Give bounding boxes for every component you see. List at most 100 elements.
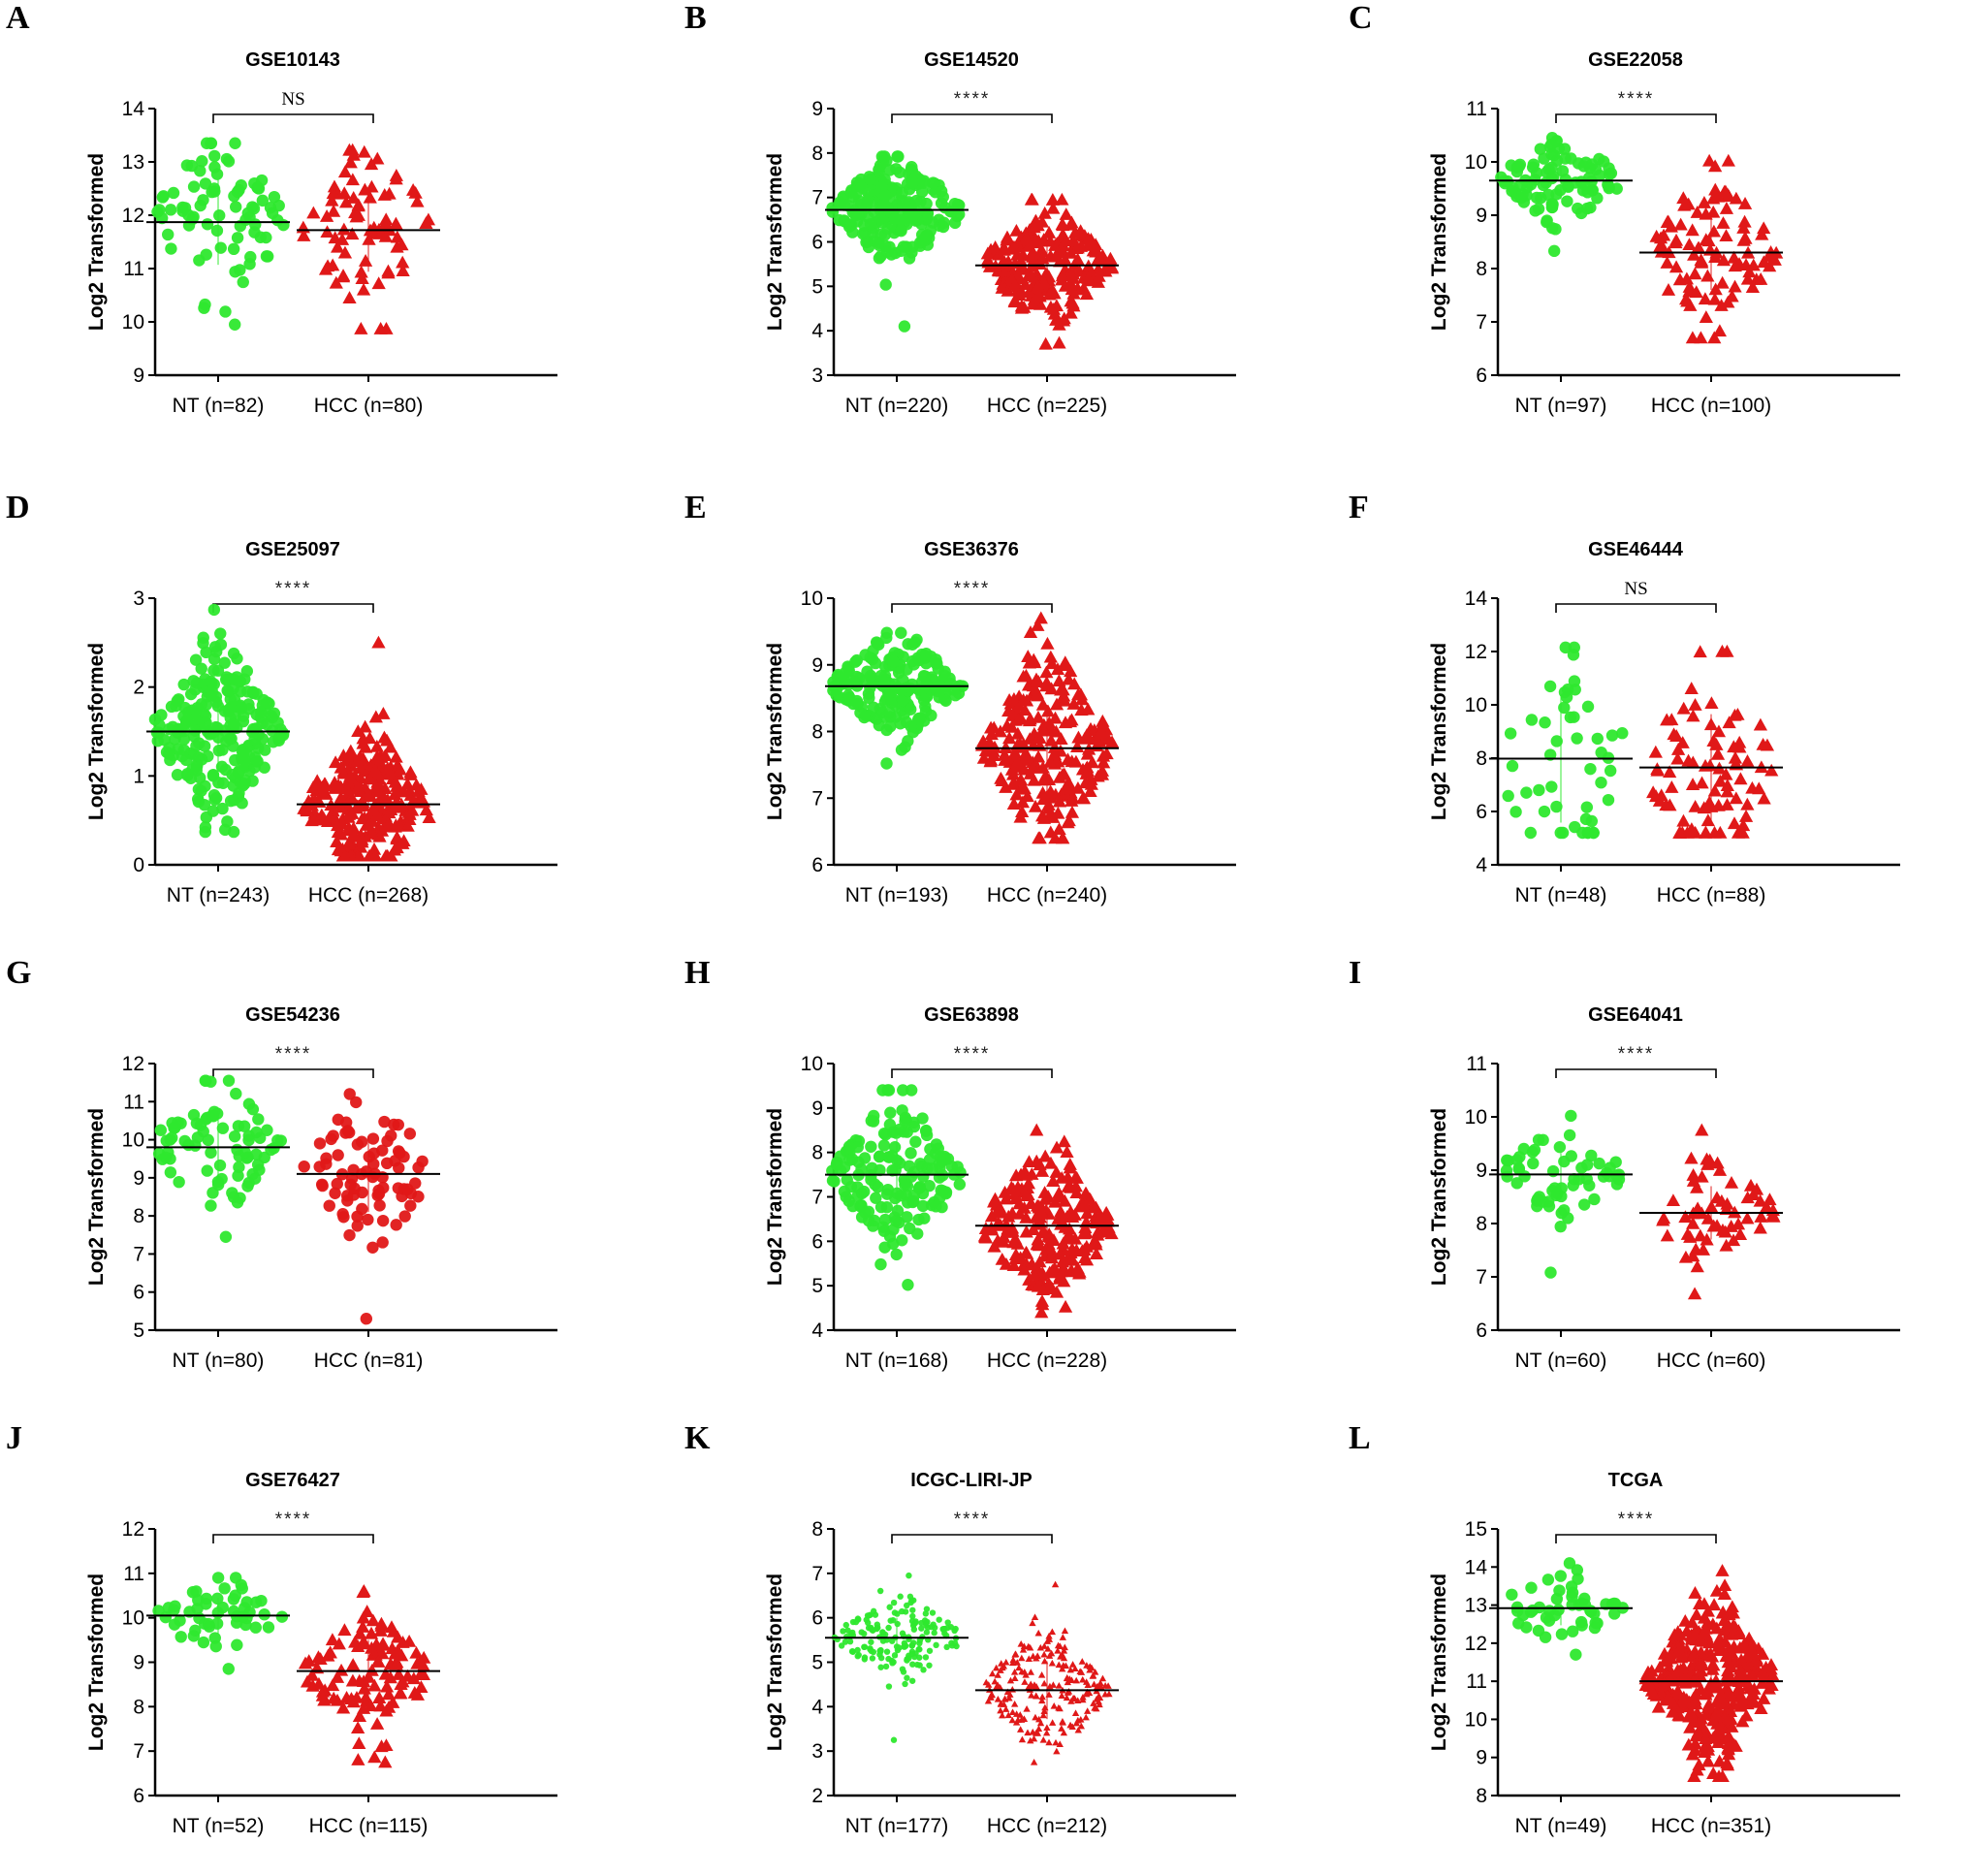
data-point [1079, 287, 1095, 301]
data-point [379, 322, 394, 334]
data-point [198, 302, 210, 314]
data-point [1019, 1645, 1028, 1653]
data-point [1046, 1682, 1054, 1690]
data-point [352, 799, 366, 812]
data-point [1082, 1713, 1090, 1721]
data-point [1099, 729, 1114, 743]
data-point [861, 665, 874, 678]
data-point [403, 1128, 417, 1140]
data-point [1715, 275, 1730, 289]
data-point [1603, 181, 1615, 195]
data-point [881, 1084, 894, 1097]
data-point [1079, 1225, 1094, 1239]
data-point [1555, 1182, 1568, 1194]
data-point [1695, 1646, 1709, 1660]
data-point [1052, 794, 1067, 808]
data-point [1694, 1664, 1708, 1677]
series-hcc [974, 611, 1120, 844]
y-tick-label: 6 [1476, 1320, 1487, 1342]
data-point [248, 226, 261, 238]
data-point [323, 1199, 335, 1212]
data-point [210, 224, 224, 238]
data-point [1764, 1678, 1779, 1692]
y-tick-label: 10 [122, 311, 144, 334]
data-point [1666, 1704, 1680, 1718]
data-point [918, 1212, 931, 1224]
y-tick-label: 12 [122, 1518, 144, 1541]
data-point [896, 694, 909, 707]
data-point [943, 672, 956, 684]
data-point [381, 264, 396, 277]
y-tick-label: 7 [811, 1563, 823, 1585]
data-point [871, 637, 884, 650]
data-point [1055, 217, 1069, 230]
data-point [1032, 1238, 1047, 1252]
data-point [1051, 245, 1065, 259]
data-point [912, 712, 925, 725]
data-point [1059, 1634, 1066, 1640]
data-point [352, 1673, 366, 1687]
data-point [984, 1697, 993, 1704]
data-point [1502, 1154, 1514, 1167]
data-point [355, 1135, 368, 1148]
data-point [188, 713, 201, 725]
data-point [1661, 214, 1675, 228]
panel-letter: E [684, 490, 707, 525]
data-point [224, 794, 238, 808]
data-point [865, 1619, 872, 1627]
data-point [1686, 1249, 1700, 1262]
data-point [1565, 1150, 1577, 1162]
data-point [886, 1604, 893, 1610]
data-point [345, 173, 360, 186]
data-point [920, 1667, 927, 1673]
scatter-plot: TCGA 8 9 10 11 12 13 14 15 Log2 Transformed **** NT… [1428, 1470, 1900, 1837]
data-point [901, 663, 913, 676]
data-point [323, 1645, 337, 1659]
data-point [1081, 271, 1096, 284]
data-point [883, 1230, 897, 1243]
data-point [937, 220, 950, 234]
data-point [884, 1106, 897, 1119]
data-point [230, 1087, 242, 1100]
data-point [1052, 317, 1066, 331]
data-point [920, 1129, 934, 1142]
data-point [1715, 644, 1730, 657]
y-tick-label: 5 [811, 1652, 823, 1674]
data-point [250, 1148, 263, 1161]
series-nt [826, 1084, 967, 1291]
data-point [1681, 1737, 1696, 1751]
data-point [1757, 791, 1771, 805]
significance-bracket [891, 1068, 1053, 1078]
data-point [403, 788, 418, 801]
data-point [1685, 223, 1700, 237]
x-category-label: HCC (n=228) [987, 1350, 1107, 1372]
data-point [419, 803, 433, 816]
data-point [1101, 1690, 1109, 1698]
panel-e: E GSE36376 6 7 8 9 10 Log2 Transformed **** NT (n… [679, 490, 1319, 945]
y-tick-label: 11 [123, 1091, 144, 1113]
data-point [845, 184, 858, 197]
data-point [389, 216, 403, 230]
data-point [1084, 777, 1098, 790]
data-point [992, 1217, 1006, 1230]
data-point [1656, 228, 1671, 241]
data-point [889, 1660, 896, 1667]
significance-label: **** [954, 1510, 991, 1530]
data-point [154, 1124, 168, 1136]
data-point [1049, 1165, 1064, 1178]
data-point [205, 675, 217, 688]
data-point [379, 212, 394, 226]
x-category-label: HCC (n=100) [1651, 395, 1771, 417]
data-point [906, 1572, 912, 1579]
data-point [318, 262, 334, 275]
data-point [1008, 1716, 1016, 1724]
significance-bracket [212, 1534, 374, 1543]
data-point [1101, 1224, 1116, 1237]
data-point [1732, 257, 1747, 270]
data-point [1052, 1738, 1060, 1746]
data-point [1074, 1726, 1082, 1733]
data-point [260, 250, 273, 263]
x-category-label: HCC (n=225) [987, 395, 1107, 417]
data-point [861, 1656, 868, 1663]
data-point [378, 1115, 391, 1129]
